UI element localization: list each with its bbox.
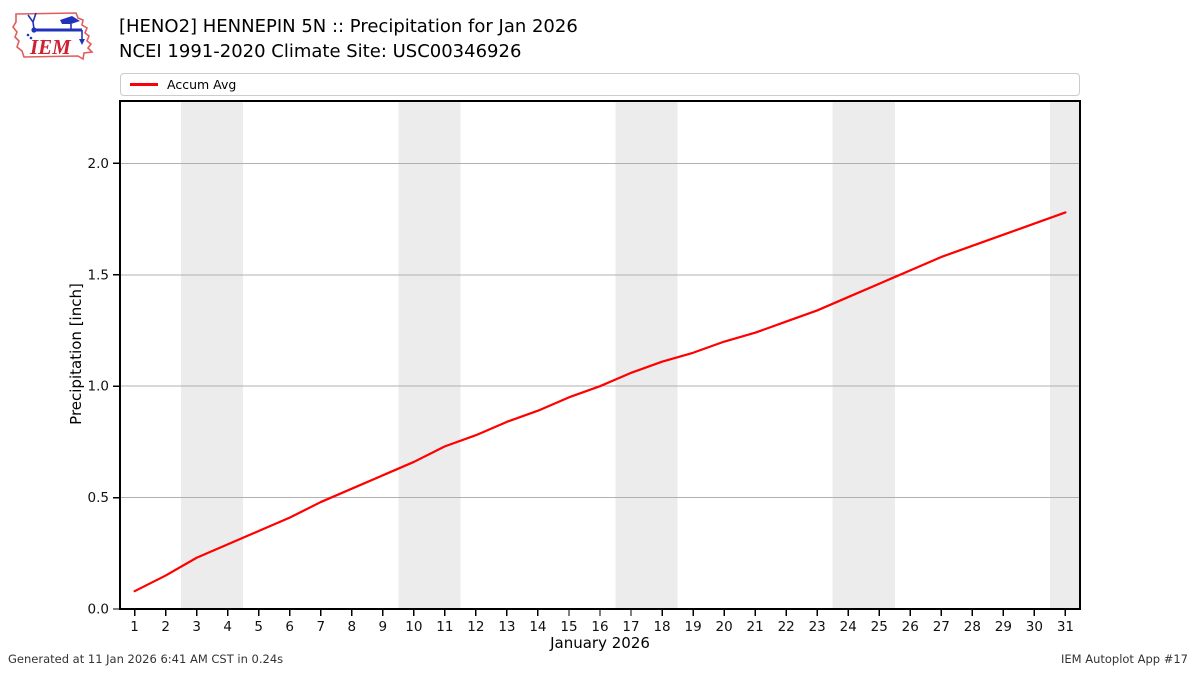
x-tick-label: 24 bbox=[840, 619, 857, 635]
y-tick-label: 1.5 bbox=[88, 267, 109, 283]
x-tick-label: 5 bbox=[254, 619, 263, 635]
weathervane-icon bbox=[26, 12, 85, 45]
chart-subtitle: NCEI 1991-2020 Climate Site: USC00346926 bbox=[119, 41, 522, 62]
y-tick-label: 1.0 bbox=[88, 379, 109, 395]
x-tick-label: 20 bbox=[716, 619, 733, 635]
y-tick-label: 2.0 bbox=[88, 156, 109, 172]
x-tick-label: 8 bbox=[347, 619, 356, 635]
iem-logo: IEM bbox=[12, 12, 94, 61]
x-tick-label: 27 bbox=[933, 619, 950, 635]
x-tick-label: 4 bbox=[223, 619, 232, 635]
x-tick-label: 31 bbox=[1057, 619, 1074, 635]
y-tick-label: 0.0 bbox=[88, 602, 109, 618]
x-tick-label: 6 bbox=[285, 619, 294, 635]
x-tick-label: 19 bbox=[684, 619, 701, 635]
x-tick-label: 17 bbox=[622, 619, 639, 635]
x-tick-label: 25 bbox=[871, 619, 888, 635]
x-tick-label: 13 bbox=[498, 619, 515, 635]
weekend-band bbox=[398, 101, 461, 609]
legend-box: Accum Avg bbox=[120, 73, 1080, 96]
x-tick-label: 28 bbox=[964, 619, 981, 635]
x-tick-label: 30 bbox=[1026, 619, 1043, 635]
x-tick-label: 29 bbox=[995, 619, 1012, 635]
x-tick-label: 26 bbox=[902, 619, 919, 635]
x-tick-label: 1 bbox=[130, 619, 139, 635]
title-block: [HENO2] HENNEPIN 5N :: Precipitation for… bbox=[119, 14, 578, 64]
x-tick-label: 9 bbox=[379, 619, 388, 635]
x-tick-label: 16 bbox=[591, 619, 608, 635]
weekend-band bbox=[1049, 101, 1080, 609]
weekend-band bbox=[615, 101, 678, 609]
x-tick-label: 15 bbox=[560, 619, 577, 635]
x-tick-label: 7 bbox=[316, 619, 325, 635]
y-tick-label: 0.5 bbox=[88, 490, 109, 506]
x-axis-label: January 2026 bbox=[550, 634, 650, 652]
x-tick-label: 14 bbox=[529, 619, 546, 635]
accum-avg-line bbox=[133, 211, 1067, 593]
weekend-band bbox=[181, 101, 244, 609]
logo-text: IEM bbox=[29, 35, 72, 59]
legend-label: Accum Avg bbox=[167, 77, 237, 92]
legend-line-swatch bbox=[130, 83, 158, 86]
x-tick-label: 12 bbox=[467, 619, 484, 635]
weekend-band bbox=[832, 101, 895, 609]
x-tick-label: 21 bbox=[747, 619, 764, 635]
app-credit: IEM Autoplot App #17 bbox=[1060, 652, 1188, 666]
x-tick-label: 22 bbox=[778, 619, 795, 635]
x-tick-label: 18 bbox=[653, 619, 670, 635]
x-tick-label: 10 bbox=[405, 619, 422, 635]
x-tick-label: 3 bbox=[192, 619, 201, 635]
x-tick-label: 23 bbox=[809, 619, 826, 635]
x-tick-label: 11 bbox=[436, 619, 453, 635]
x-tick-label: 2 bbox=[161, 619, 170, 635]
y-axis-label: Precipitation [inch] bbox=[67, 283, 85, 425]
chart-title: [HENO2] HENNEPIN 5N :: Precipitation for… bbox=[119, 16, 578, 37]
generated-timestamp: Generated at 11 Jan 2026 6:41 AM CST in … bbox=[8, 652, 284, 666]
plot-frame bbox=[119, 100, 1081, 610]
